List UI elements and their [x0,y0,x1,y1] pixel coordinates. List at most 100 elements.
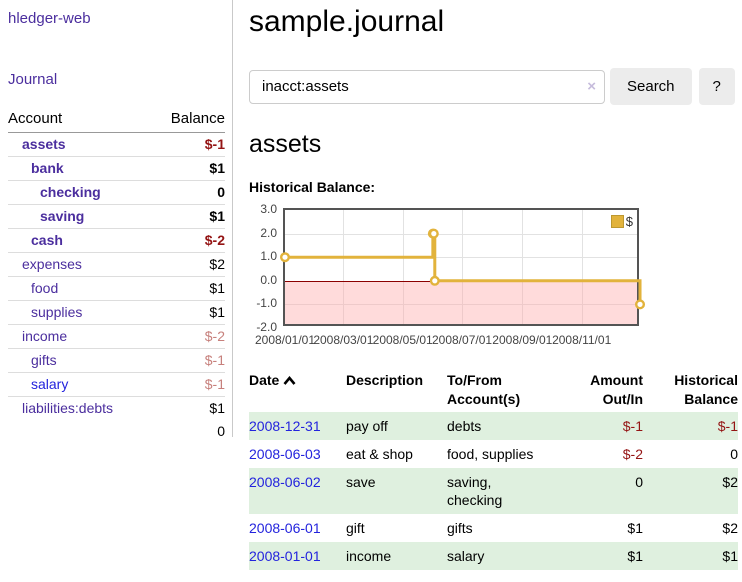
hledger-web-page: hledger-web Journal Account Balance asse… [0,0,742,570]
accounts-table: Account Balance assets $-1 bank $1 checking 0… [8,110,225,443]
register-header-accounts: To/From Account(s) [447,372,521,407]
transaction-date-link[interactable]: 2008-06-01 [249,520,321,536]
account-row: gifts $-1 [8,348,225,373]
account-balance: $-1 [204,136,225,152]
account-balance: 0 [217,184,225,200]
transaction-date-link[interactable]: 2008-06-02 [249,474,321,490]
account-row: expenses $2 [8,252,225,277]
transaction-balance: $2 [722,520,738,536]
accounts-total-value: 0 [217,423,225,439]
account-row: assets $-1 [8,133,225,157]
page-title: sample.journal [249,5,445,38]
x-axis-tick-label: 2008/05/01 [372,333,433,347]
transaction-row[interactable]: 2008-06-02 save saving, checking 0 $2 [249,468,738,514]
account-balance: $1 [209,400,225,416]
x-axis-tick-label: 2008/07/01 [431,333,493,347]
chart-plot-area[interactable]: $ [280,208,646,326]
transaction-balance: 0 [730,446,738,462]
legend-label: $ [625,214,633,229]
transaction-row[interactable]: 2008-06-01 gift gifts $1 $2 [249,514,738,542]
register-header-balance: Historical Balance [674,372,738,407]
search-field-wrap: × [249,69,605,104]
historical-balance-chart: $ 3.0 2.0 1.0 0.0 -1.0 -2.0 2008/01/01 2008/03/… [249,202,649,351]
transaction-amount: $1 [627,520,643,536]
transaction-row[interactable]: 2008-01-01 income salary $1 $1 [249,542,738,570]
sidebar-account-link-saving[interactable]: saving [40,208,85,224]
sidebar-account-link-checking[interactable]: checking [40,184,101,200]
negative-region-fill [285,280,637,324]
account-row: salary $-1 [8,372,225,397]
account-balance: $1 [209,160,225,176]
transaction-accounts: saving, checking [447,468,557,514]
account-heading: assets [249,130,322,158]
sidebar-account-link-liabilities-debts[interactable]: liabilities:debts [22,400,114,416]
data-point-marker [429,275,440,286]
gridline [285,257,637,259]
account-row: saving $1 [8,204,225,229]
search-input[interactable] [249,69,605,104]
transaction-balance: $1 [643,542,738,570]
gridline [522,210,524,324]
search-button[interactable]: Search [610,68,692,105]
data-point-marker [635,299,646,310]
sort-by-date-link[interactable]: Date [249,372,280,388]
transaction-date-link[interactable]: 2008-12-31 [249,418,321,434]
chart-legend: $ [610,214,633,229]
transaction-description: pay off [346,412,447,440]
account-row: checking 0 [8,180,225,205]
sidebar: hledger-web Journal Account Balance asse… [0,0,233,439]
sort-asc-icon [283,372,296,391]
transaction-row[interactable]: 2008-12-31 pay off debts $-1 $-1 [249,412,738,440]
sidebar-account-link-expenses[interactable]: expenses [22,256,82,272]
account-balance: $1 [209,280,225,296]
app-title-link[interactable]: hledger-web [8,10,91,27]
sidebar-account-link-supplies[interactable]: supplies [31,304,83,320]
account-balance: $-1 [204,352,225,368]
transaction-balance: $2 [643,468,738,514]
x-axis-tick-label: 2008/03/01 [313,333,374,347]
clear-search-icon[interactable]: × [587,77,596,95]
transaction-balance: $-1 [643,412,738,440]
register-table: Date Description To/From Account(s) Amou… [249,367,738,570]
gridline [402,210,404,324]
account-row: food $1 [8,276,225,301]
data-point-marker [280,252,290,263]
sidebar-account-link-food[interactable]: food [31,280,59,296]
main-content: sample.journal × Search ? assets Histori… [233,0,742,570]
sidebar-account-link-assets[interactable]: assets [22,136,66,152]
y-axis-tick-label: 1.0 [260,249,277,264]
register-header-date[interactable]: Date [249,367,346,412]
legend-swatch-icon [610,215,624,228]
y-axis-tick-label: 2.0 [260,225,277,240]
x-axis-tick-label: 2008/01/01 [254,333,316,347]
account-row: bank $1 [8,156,225,181]
help-button[interactable]: ? [698,68,735,105]
x-axis-tick-label: 2008/11/01 [552,333,612,347]
transaction-row[interactable]: 2008-06-03 eat & shop food, supplies $-2 0 [249,440,738,468]
account-balance: $-2 [204,328,225,344]
account-row: income $-2 [8,324,225,349]
accounts-header-balance: Balance [151,110,225,133]
sidebar-account-link-cash[interactable]: cash [31,232,63,248]
sidebar-account-link-income[interactable]: income [22,328,68,344]
sidebar-item-journal[interactable]: Journal [8,71,58,88]
transaction-date-link[interactable]: 2008-01-01 [249,548,321,564]
account-balance: $1 [209,304,225,320]
transaction-accounts: debts [447,412,557,440]
sidebar-account-link-salary[interactable]: salary [31,376,69,392]
y-axis-tick-label: -1.0 [256,296,277,311]
sidebar-account-link-bank[interactable]: bank [31,160,64,176]
accounts-total-row: 0 [8,420,225,443]
transaction-description: gift [346,520,365,536]
sidebar-account-link-gifts[interactable]: gifts [31,352,57,368]
account-row: liabilities:debts $1 [8,396,225,420]
account-balance: $2 [209,256,225,272]
transaction-accounts: gifts [447,520,473,536]
y-axis-tick-label: 0.0 [260,272,277,287]
transaction-date-link[interactable]: 2008-06-03 [249,446,321,462]
transaction-description: eat & shop [346,446,413,462]
transaction-description: income [346,542,447,570]
balance-line-series [280,228,646,310]
gridline [462,210,464,324]
transaction-amount: 0 [557,468,643,514]
